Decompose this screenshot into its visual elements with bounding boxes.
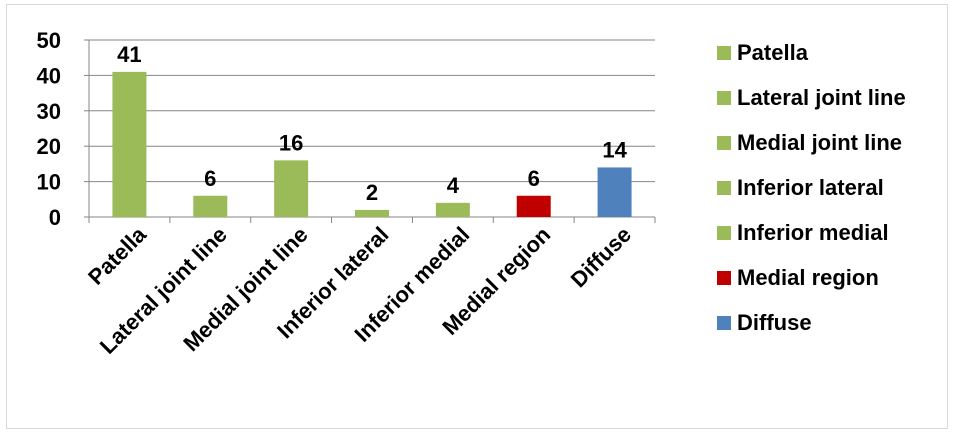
legend-item: Patella: [717, 38, 808, 68]
bar: [274, 160, 309, 217]
legend-item: Diffuse: [717, 308, 812, 338]
legend-label: Diffuse: [737, 310, 812, 335]
bar: [597, 167, 632, 217]
legend-label: Medial joint line: [737, 130, 903, 155]
legend-item: Lateral joint line: [717, 83, 906, 113]
y-tick-label: 0: [49, 205, 61, 230]
legend-swatch: [717, 271, 731, 285]
legend-label: Inferior medial: [737, 220, 889, 245]
legend-label: Inferior lateral: [737, 175, 884, 200]
data-label: 6: [528, 166, 540, 191]
bar: [193, 195, 228, 217]
bar: [112, 71, 147, 217]
bar: [435, 202, 470, 217]
y-tick-label: 30: [37, 99, 61, 124]
data-label: 4: [447, 173, 460, 198]
legend-swatch: [717, 136, 731, 150]
legend-swatch: [717, 181, 731, 195]
y-tick-labels: 0 10 20 30 40 50: [37, 28, 61, 230]
data-label: 2: [366, 180, 378, 205]
data-label: 6: [204, 166, 216, 191]
y-tick-label: 50: [37, 28, 61, 53]
legend-label: Medial region: [737, 265, 879, 290]
bar: [516, 195, 551, 217]
legend-item: Medial joint line: [717, 128, 902, 158]
legend-item: Medial region: [717, 263, 879, 293]
legend-swatch: [717, 226, 731, 240]
bar: [355, 209, 389, 217]
data-labels: 41 6 16 2 4 6 14: [117, 42, 627, 205]
y-tick-label: 10: [37, 170, 61, 195]
x-tick-label: Diffuse: [566, 222, 636, 292]
legend-item: Inferior lateral: [717, 173, 884, 203]
y-tick-label: 20: [37, 134, 61, 159]
data-label: 14: [602, 137, 627, 162]
legend-swatch: [717, 316, 731, 330]
legend-label: Patella: [737, 40, 808, 65]
legend-swatch: [717, 91, 731, 105]
legend-swatch: [717, 46, 731, 60]
legend-item: Inferior medial: [717, 218, 889, 248]
x-tick-label: Patella: [83, 221, 151, 289]
data-label: 16: [279, 130, 303, 155]
y-tick-label: 40: [37, 63, 61, 88]
legend-label: Lateral joint line: [737, 85, 906, 110]
data-label: 41: [117, 42, 141, 67]
gridlines: [89, 39, 655, 183]
bars: [112, 71, 632, 217]
